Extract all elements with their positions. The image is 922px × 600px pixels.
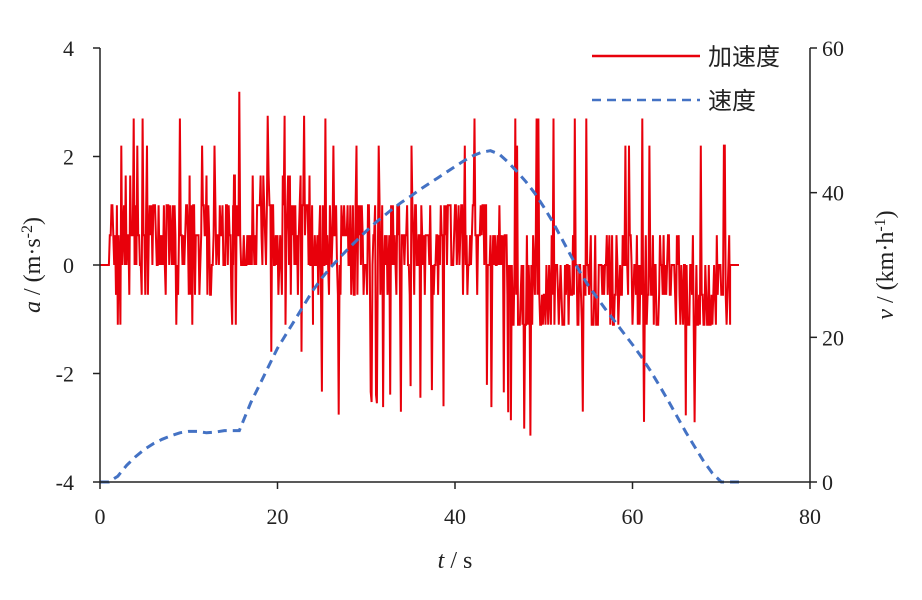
legend: 加速度 速度	[592, 43, 780, 115]
y-left-axis-close: )	[20, 217, 46, 225]
y-left-axis-title: a / (m·s-2)	[19, 217, 47, 313]
y-left-axis-sup: -2	[19, 225, 36, 238]
y-left-tick-label: 2	[63, 145, 74, 170]
acceleration-series-layer	[100, 91, 739, 436]
y-left-ticks: -4 -2 0 2 4	[56, 36, 100, 495]
x-tick-label: 0	[95, 504, 106, 529]
y-left-tick-label: 0	[63, 253, 74, 278]
y-left-axis-var: a	[20, 301, 46, 313]
x-axis-unit: / s	[444, 548, 472, 574]
y-right-tick-label: 40	[822, 181, 844, 206]
speed-line	[100, 149, 739, 484]
legend-label-acceleration: 加速度	[708, 43, 780, 71]
x-tick-label: 60	[622, 504, 644, 529]
x-axis-var: t	[438, 548, 446, 574]
y-right-axis-var: v	[873, 309, 899, 320]
x-axis-title: t / s	[438, 548, 473, 574]
x-ticks: 0 20 40 60 80	[95, 482, 821, 529]
y-right-axis-unit: / (km·h	[873, 232, 899, 309]
speed-series-layer	[100, 149, 739, 484]
y-left-tick-label: 4	[63, 36, 74, 61]
y-right-tick-label: 20	[822, 325, 844, 350]
y-right-axis-title: v / (km·h-1)	[872, 210, 900, 319]
y-left-axis-unit: / (m·s	[20, 238, 46, 301]
y-right-ticks: 0 20 40 60	[810, 36, 844, 495]
y-left-tick-label: -2	[56, 362, 74, 387]
x-tick-label: 80	[799, 504, 821, 529]
x-tick-label: 20	[267, 504, 289, 529]
acceleration-line	[100, 91, 739, 436]
y-right-axis-sup: -1	[872, 218, 889, 231]
legend-label-speed: 速度	[708, 87, 756, 115]
y-left-tick-label: -4	[56, 470, 74, 495]
y-right-tick-label: 60	[822, 36, 844, 61]
y-right-axis-close: )	[873, 210, 899, 218]
y-right-tick-label: 0	[822, 470, 833, 495]
x-tick-label: 40	[444, 504, 466, 529]
